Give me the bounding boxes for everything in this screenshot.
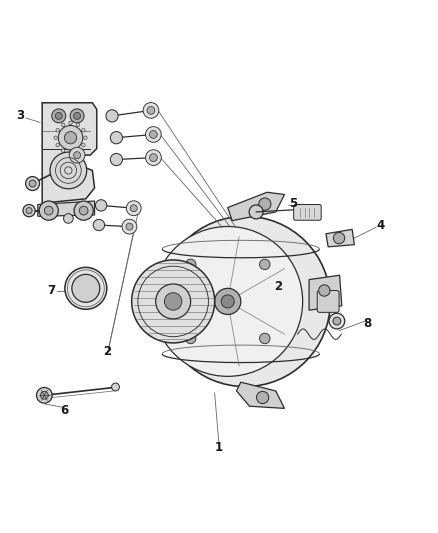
Circle shape xyxy=(132,260,215,343)
Circle shape xyxy=(259,198,271,210)
Circle shape xyxy=(185,259,196,270)
Circle shape xyxy=(69,151,72,154)
Circle shape xyxy=(26,207,32,214)
Polygon shape xyxy=(228,192,285,221)
Polygon shape xyxy=(309,275,342,310)
Circle shape xyxy=(76,123,80,127)
Circle shape xyxy=(112,383,120,391)
Circle shape xyxy=(110,154,123,166)
Circle shape xyxy=(69,147,85,163)
Circle shape xyxy=(64,132,77,144)
Circle shape xyxy=(56,128,60,132)
Polygon shape xyxy=(38,201,95,216)
Circle shape xyxy=(76,149,80,152)
Circle shape xyxy=(69,121,72,125)
Text: 3: 3 xyxy=(16,109,25,123)
Circle shape xyxy=(36,387,52,403)
Circle shape xyxy=(55,112,62,119)
Text: 5: 5 xyxy=(289,197,297,209)
Circle shape xyxy=(72,274,100,302)
Circle shape xyxy=(153,227,303,376)
Circle shape xyxy=(130,205,137,212)
FancyBboxPatch shape xyxy=(293,205,321,220)
Circle shape xyxy=(333,232,345,244)
Text: 6: 6 xyxy=(60,404,68,417)
Text: 7: 7 xyxy=(47,284,55,297)
Circle shape xyxy=(74,152,81,159)
Circle shape xyxy=(106,110,118,122)
Text: 8: 8 xyxy=(364,317,371,330)
Circle shape xyxy=(61,123,65,127)
Circle shape xyxy=(56,143,60,147)
Circle shape xyxy=(333,317,341,325)
Circle shape xyxy=(145,150,161,165)
Circle shape xyxy=(74,112,81,119)
Circle shape xyxy=(126,201,141,216)
Circle shape xyxy=(122,219,137,234)
Ellipse shape xyxy=(254,229,289,374)
Circle shape xyxy=(149,154,157,161)
Circle shape xyxy=(54,136,57,140)
Circle shape xyxy=(58,125,83,150)
Circle shape xyxy=(39,201,58,220)
Circle shape xyxy=(260,333,270,344)
Circle shape xyxy=(221,295,234,308)
Circle shape xyxy=(65,268,107,309)
Circle shape xyxy=(155,284,191,319)
Circle shape xyxy=(249,205,263,219)
Circle shape xyxy=(185,333,196,344)
Polygon shape xyxy=(237,382,285,408)
Circle shape xyxy=(149,131,157,139)
Circle shape xyxy=(145,127,161,142)
Circle shape xyxy=(52,109,66,123)
Circle shape xyxy=(74,201,93,220)
FancyBboxPatch shape xyxy=(317,290,339,312)
Circle shape xyxy=(40,391,48,399)
Circle shape xyxy=(329,313,345,329)
Circle shape xyxy=(126,223,133,230)
Circle shape xyxy=(147,107,155,115)
Circle shape xyxy=(23,205,35,217)
Circle shape xyxy=(81,143,85,147)
Circle shape xyxy=(84,136,87,140)
Circle shape xyxy=(319,285,330,296)
Circle shape xyxy=(29,180,36,187)
Circle shape xyxy=(257,391,269,403)
Circle shape xyxy=(110,132,123,144)
Circle shape xyxy=(50,152,87,189)
Circle shape xyxy=(95,200,107,211)
Circle shape xyxy=(25,176,39,190)
Circle shape xyxy=(164,293,182,310)
Circle shape xyxy=(143,102,159,118)
Text: 2: 2 xyxy=(104,345,112,358)
Circle shape xyxy=(44,206,53,215)
Circle shape xyxy=(64,214,73,223)
Polygon shape xyxy=(42,103,97,203)
Polygon shape xyxy=(326,229,354,247)
Circle shape xyxy=(61,149,65,152)
Circle shape xyxy=(215,288,241,314)
Circle shape xyxy=(79,206,88,215)
Circle shape xyxy=(70,109,84,123)
Text: 2: 2 xyxy=(274,280,282,293)
Circle shape xyxy=(160,216,330,386)
Circle shape xyxy=(93,220,105,231)
Text: 4: 4 xyxy=(376,219,385,231)
Circle shape xyxy=(81,128,85,132)
Text: 1: 1 xyxy=(215,441,223,454)
Circle shape xyxy=(260,259,270,270)
